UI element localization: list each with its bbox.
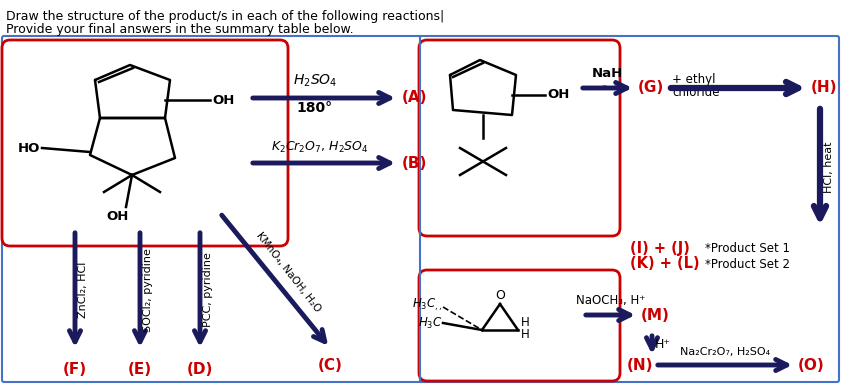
Text: (A): (A)	[402, 90, 427, 105]
Text: ZnCl₂, HCl: ZnCl₂, HCl	[78, 262, 88, 318]
Text: $H_3C_{,,}$: $H_3C_{,,}$	[412, 297, 443, 313]
Text: (H): (H)	[811, 80, 838, 95]
Text: $H_3C$: $H_3C$	[419, 315, 443, 331]
Text: Draw the structure of the product/s in each of the following reactions|: Draw the structure of the product/s in e…	[6, 10, 444, 23]
Text: (F): (F)	[63, 362, 87, 377]
Text: HO: HO	[18, 142, 40, 154]
Text: (C): (C)	[318, 358, 342, 373]
Text: (G): (G)	[638, 80, 664, 95]
Text: (N): (N)	[627, 358, 653, 373]
Text: NaH: NaH	[591, 67, 622, 80]
Text: $H_2SO_4$: $H_2SO_4$	[293, 73, 337, 89]
Text: O: O	[495, 289, 505, 302]
Text: (I) + (J): (I) + (J)	[630, 241, 690, 256]
Text: *Product Set 1: *Product Set 1	[705, 241, 790, 254]
Text: OH: OH	[107, 210, 130, 223]
Text: KMnO₄, NaOH, H₂O: KMnO₄, NaOH, H₂O	[254, 230, 322, 314]
Text: (D): (D)	[187, 362, 213, 377]
FancyBboxPatch shape	[419, 40, 620, 236]
Text: chloride: chloride	[672, 87, 720, 99]
Text: H⁺: H⁺	[655, 338, 671, 352]
FancyBboxPatch shape	[419, 270, 620, 381]
Text: + ethyl: + ethyl	[672, 74, 716, 87]
Text: (M): (M)	[641, 308, 670, 323]
FancyBboxPatch shape	[2, 40, 288, 246]
Text: PCC, pyridine: PCC, pyridine	[203, 253, 213, 327]
Text: H: H	[521, 328, 530, 341]
Text: H: H	[521, 315, 530, 328]
Text: OH: OH	[212, 94, 235, 107]
Text: 180°: 180°	[297, 101, 333, 115]
Text: SOCl₂, pyridine: SOCl₂, pyridine	[143, 248, 153, 332]
Text: *Product Set 2: *Product Set 2	[705, 258, 790, 271]
Text: NaOCH₃, H⁺: NaOCH₃, H⁺	[576, 294, 646, 307]
Text: OH: OH	[547, 89, 569, 102]
Text: (K) + (L): (K) + (L)	[630, 256, 700, 271]
Text: (E): (E)	[128, 362, 152, 377]
Text: (O): (O)	[798, 358, 825, 373]
FancyBboxPatch shape	[2, 36, 839, 382]
Text: $K_2Cr_2O_7$, $H_2SO_4$: $K_2Cr_2O_7$, $H_2SO_4$	[271, 140, 369, 155]
Text: (B): (B)	[402, 156, 427, 171]
Text: Provide your final answers in the summary table below.: Provide your final answers in the summar…	[6, 23, 353, 36]
Text: Na₂Cr₂O₇, H₂SO₄: Na₂Cr₂O₇, H₂SO₄	[680, 347, 770, 357]
Text: HCl, heat: HCl, heat	[824, 141, 834, 193]
